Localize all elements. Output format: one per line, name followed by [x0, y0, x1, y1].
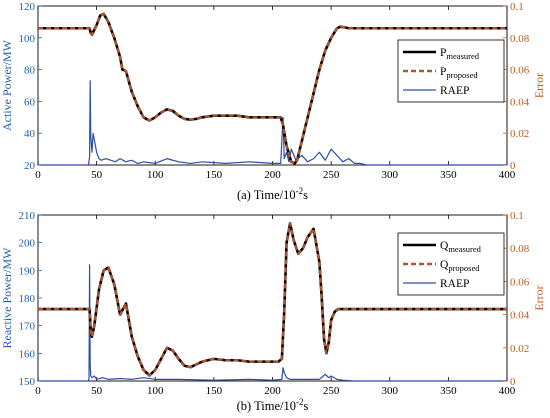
- y2-tick-label: 0.06: [510, 65, 530, 77]
- series-line-pmeasured: [38, 12, 507, 165]
- y2-tick-label: 0.08: [510, 33, 530, 45]
- x-tick-label: 200: [264, 169, 281, 181]
- legend: Qmeasured Qproposed RAEP: [397, 232, 505, 296]
- y-tick-label: 20: [24, 160, 36, 172]
- x-tick-label: 350: [440, 385, 457, 397]
- y2-tick-label: 0: [510, 160, 516, 172]
- x-tick-label: 100: [147, 385, 164, 397]
- x-tick-label: 300: [382, 169, 399, 181]
- y2-tick-label: 0.06: [510, 276, 530, 288]
- legend-label: RAEP: [440, 85, 469, 97]
- y2-axis-label: Error: [532, 285, 546, 310]
- legend-label: Pmeasured: [440, 47, 480, 61]
- x-tick-label: 50: [91, 385, 103, 397]
- y-tick-label: 170: [19, 321, 36, 333]
- y2-tick-label: 0: [510, 376, 516, 388]
- chart-panel-2: 0 50 100 150 200 250 300 350 400 150 160 170 180 190 2…: [0, 210, 546, 413]
- legend: Pmeasured Pproposed RAEP: [397, 39, 505, 103]
- x-tick-label: 200: [264, 385, 281, 397]
- y-tick-label: 200: [19, 238, 36, 250]
- y2-tick-label: 0.08: [510, 243, 530, 255]
- y-tick-label: 180: [19, 293, 36, 305]
- y-tick-label: 40: [24, 128, 36, 140]
- y2-tick-label: 0.1: [510, 210, 524, 222]
- x-tick-label: 150: [206, 385, 223, 397]
- chart-panel-1: 0 50 100 150 200 250 300 350 400 20 40 60 80 100 120 0 0…: [0, 1, 546, 202]
- y-tick-label: 60: [24, 96, 36, 108]
- y-tick-label: 160: [19, 348, 36, 360]
- y2-tick-label: 0.02: [510, 128, 529, 140]
- x-tick-label: 300: [382, 385, 399, 397]
- y-tick-label: 80: [24, 65, 36, 77]
- x-tick-label: 250: [323, 385, 340, 397]
- series-line-raep: [38, 264, 507, 381]
- y-axis-label: Reactive Power/MW: [0, 247, 14, 349]
- legend-label: Pproposed: [440, 66, 478, 80]
- y-axis-label: Active Power/MW: [0, 39, 14, 131]
- x-tick-label: 400: [499, 169, 516, 181]
- legend-label: Qmeasured: [440, 240, 482, 254]
- x-tick-label: 400: [499, 385, 516, 397]
- x-tick-label: 350: [440, 169, 457, 181]
- series-line-raep: [38, 80, 507, 165]
- y2-tick-label: 0.02: [510, 343, 529, 355]
- y2-tick-label: 0.04: [510, 96, 530, 108]
- x-tick-label: 250: [323, 169, 340, 181]
- y-tick-label: 190: [19, 265, 36, 277]
- legend-label: Qproposed: [440, 259, 480, 273]
- y-tick-label: 210: [19, 210, 36, 222]
- series-line-qproposed: [38, 222, 507, 377]
- x-tick-label: 0: [35, 169, 41, 181]
- x-tick-label: 0: [35, 385, 41, 397]
- y2-tick-label: 0.04: [510, 310, 530, 322]
- y-tick-label: 150: [19, 376, 36, 388]
- y2-axis-label: Error: [532, 73, 546, 98]
- legend-label: RAEP: [440, 278, 469, 290]
- y2-tick-label: 0.1: [510, 1, 524, 13]
- y-tick-label: 100: [19, 33, 36, 45]
- x-axis-caption: (b) Time/10-2s: [237, 397, 309, 413]
- x-tick-label: 150: [206, 169, 223, 181]
- x-axis-caption: (a) Time/10-2s: [237, 186, 308, 202]
- x-tick-label: 50: [91, 169, 103, 181]
- y-tick-label: 120: [19, 1, 36, 13]
- x-tick-label: 100: [147, 169, 164, 181]
